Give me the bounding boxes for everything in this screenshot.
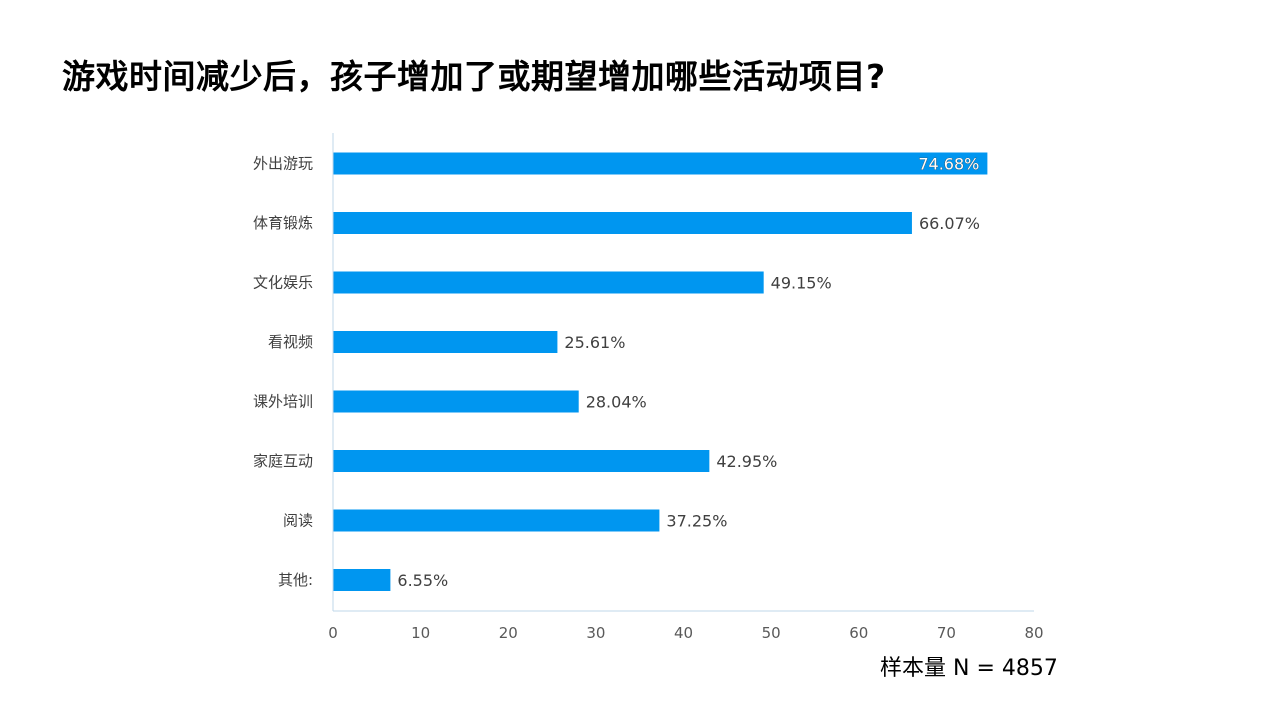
category-label: 其他: — [278, 571, 313, 589]
x-tick-label: 20 — [499, 624, 518, 642]
bar — [333, 450, 710, 472]
value-label: 74.68% — [918, 155, 979, 174]
value-label: 49.15% — [771, 274, 832, 293]
x-tick-label: 0 — [328, 624, 338, 642]
x-tick-label: 80 — [1024, 624, 1043, 642]
bar — [333, 331, 558, 353]
value-label: 37.25% — [666, 512, 727, 531]
bar — [333, 271, 764, 294]
bars-layer — [333, 152, 988, 591]
value-label: 6.55% — [397, 571, 448, 590]
x-tick-label: 60 — [849, 624, 868, 642]
x-tick-label: 10 — [411, 624, 430, 642]
category-label: 家庭互动 — [253, 452, 313, 470]
value-label: 42.95% — [716, 452, 777, 471]
category-label: 阅读 — [283, 512, 313, 530]
category-label: 看视频 — [268, 333, 313, 351]
axis-layer: 0 10 20 30 40 50 60 70 80 外出游玩 74.68% 体育锻炼 66.07% 文化娱… — [253, 133, 1044, 642]
slide-title: 游戏时间减少后，孩子增加了或期望增加哪些活动项目? — [62, 57, 886, 96]
value-label: 28.04% — [586, 393, 647, 412]
bar — [333, 212, 912, 234]
bar — [333, 390, 579, 413]
category-label: 体育锻炼 — [253, 214, 313, 232]
x-tick-label: 50 — [762, 624, 781, 642]
category-label: 课外培训 — [253, 393, 313, 411]
bar — [333, 509, 660, 532]
sample-size-note: 样本量 N = 4857 — [880, 656, 1058, 681]
x-tick-label: 30 — [586, 624, 605, 642]
bar — [333, 569, 391, 591]
x-tick-label: 70 — [937, 624, 956, 642]
bar — [333, 152, 988, 175]
value-label: 66.07% — [919, 214, 980, 233]
category-label: 外出游玩 — [253, 155, 313, 173]
x-tick-label: 40 — [674, 624, 693, 642]
value-label: 25.61% — [564, 333, 625, 352]
category-label: 文化娱乐 — [253, 274, 313, 292]
